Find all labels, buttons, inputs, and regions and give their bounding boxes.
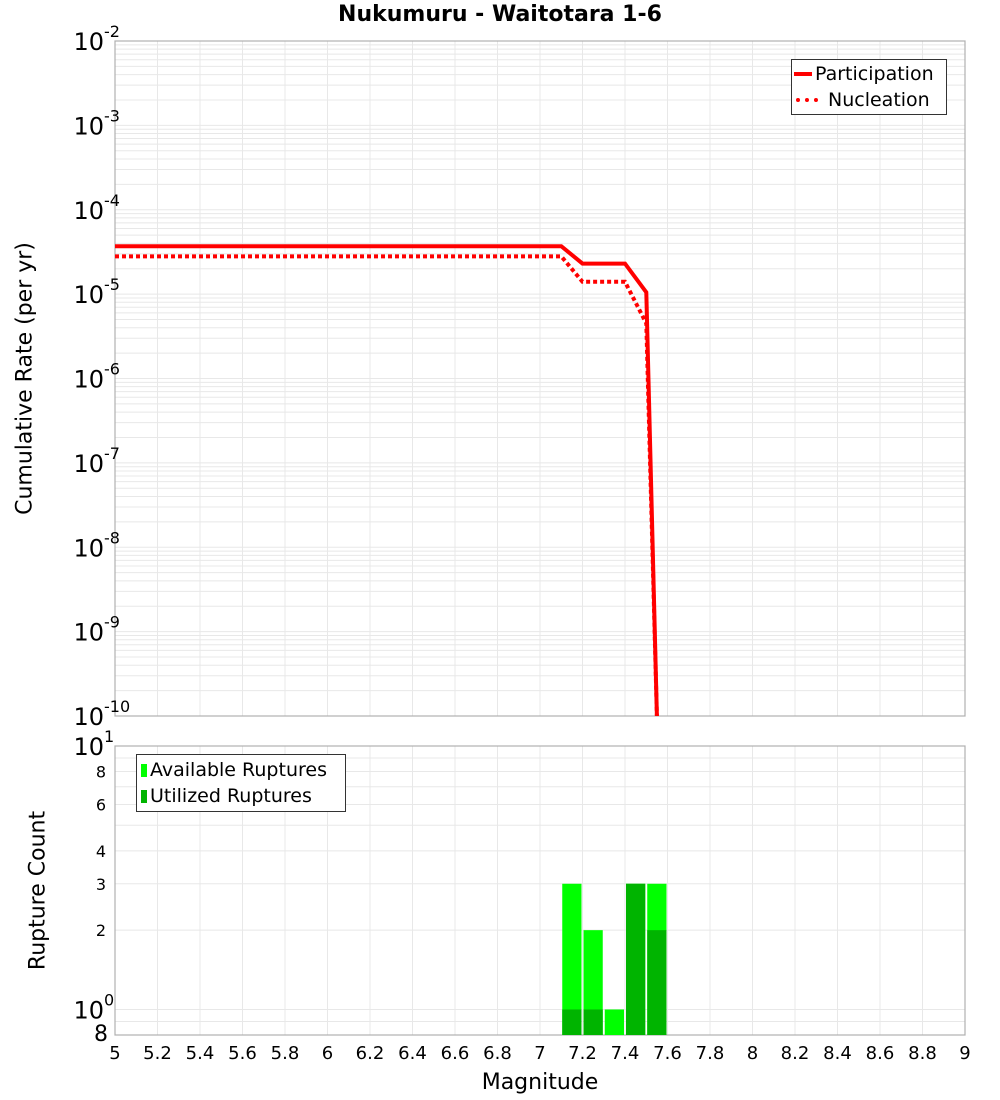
gridlines (115, 41, 965, 1035)
svg-text:1: 1 (104, 727, 114, 746)
svg-text:8.8: 8.8 (908, 1043, 937, 1064)
svg-text:4: 4 (96, 842, 106, 861)
svg-text:5.4: 5.4 (186, 1043, 215, 1064)
svg-text:7.2: 7.2 (568, 1043, 597, 1064)
svg-text:7: 7 (534, 1043, 545, 1064)
solid-line-icon (794, 72, 812, 76)
legend-label: Available Ruptures (150, 759, 327, 781)
svg-text:10: 10 (73, 28, 104, 56)
nucleation-line (115, 256, 657, 716)
svg-text:10: 10 (73, 534, 104, 562)
svg-text:0: 0 (104, 990, 114, 1009)
svg-text:8: 8 (747, 1043, 758, 1064)
svg-text:5: 5 (109, 1043, 120, 1064)
svg-text:5.8: 5.8 (271, 1043, 300, 1064)
legend-item-available: Available Ruptures (139, 757, 343, 783)
svg-text:7.8: 7.8 (696, 1043, 725, 1064)
svg-text:7.6: 7.6 (653, 1043, 682, 1064)
dotted-line-icon (796, 98, 818, 102)
legend-item-utilized: Utilized Ruptures (139, 783, 343, 809)
svg-text:2: 2 (96, 921, 106, 940)
svg-text:-8: -8 (104, 528, 120, 547)
bottom-y-axis-label: Rupture Count (26, 801, 51, 981)
svg-text:6.6: 6.6 (441, 1043, 470, 1064)
svg-text:8.4: 8.4 (823, 1043, 852, 1064)
legend-item-participation: Participation (794, 61, 944, 87)
svg-text:6.8: 6.8 (483, 1043, 512, 1064)
legend-label: Participation (815, 63, 934, 85)
legend-item-nucleation: Nucleation (794, 87, 944, 113)
utilized-swatch-icon (141, 790, 147, 803)
svg-text:10: 10 (73, 450, 104, 478)
svg-text:-2: -2 (104, 22, 120, 41)
available-bar (605, 1009, 624, 1035)
svg-text:10: 10 (73, 733, 104, 761)
svg-text:8: 8 (94, 1022, 108, 1047)
svg-text:7.4: 7.4 (611, 1043, 640, 1064)
utilized-bar (562, 1009, 581, 1035)
svg-text:8.6: 8.6 (866, 1043, 895, 1064)
svg-text:6: 6 (96, 795, 106, 814)
top-y-axis-label: Cumulative Rate (per yr) (13, 239, 38, 519)
svg-text:-9: -9 (104, 613, 120, 632)
svg-text:8.2: 8.2 (781, 1043, 810, 1064)
svg-text:-7: -7 (104, 444, 120, 463)
available-swatch-icon (141, 764, 147, 777)
svg-text:-5: -5 (104, 275, 120, 294)
svg-text:5.2: 5.2 (143, 1043, 172, 1064)
svg-text:8: 8 (96, 763, 106, 782)
svg-text:5.6: 5.6 (228, 1043, 257, 1064)
utilized-bar (584, 1009, 603, 1035)
svg-text:-4: -4 (104, 191, 120, 210)
utilized-bar (647, 930, 666, 1035)
svg-text:6.2: 6.2 (356, 1043, 385, 1064)
svg-text:6.4: 6.4 (398, 1043, 427, 1064)
svg-text:6: 6 (322, 1043, 333, 1064)
svg-text:9: 9 (959, 1043, 970, 1064)
svg-text:10: 10 (73, 619, 104, 647)
x-axis-label: Magnitude (0, 1070, 1000, 1095)
legend-label: Nucleation (828, 89, 930, 111)
svg-text:-6: -6 (104, 360, 120, 379)
utilized-bar (626, 884, 645, 1035)
svg-text:-10: -10 (104, 697, 130, 716)
chart-canvas: 10-210-310-410-510-610-710-810-910-10101… (0, 0, 1000, 1100)
tick-labels: 10-210-310-410-510-610-710-810-910-10101… (73, 22, 970, 1064)
svg-text:10: 10 (73, 996, 104, 1024)
top-legend: Participation Nucleation (791, 59, 947, 115)
svg-text:10: 10 (73, 112, 104, 140)
legend-label: Utilized Ruptures (150, 785, 312, 807)
svg-text:10: 10 (73, 197, 104, 225)
bottom-legend: Available Ruptures Utilized Ruptures (136, 754, 346, 812)
svg-text:10: 10 (73, 366, 104, 394)
svg-text:10: 10 (73, 703, 104, 731)
svg-text:-3: -3 (104, 106, 120, 125)
svg-text:3: 3 (96, 875, 106, 894)
svg-text:10: 10 (73, 281, 104, 309)
